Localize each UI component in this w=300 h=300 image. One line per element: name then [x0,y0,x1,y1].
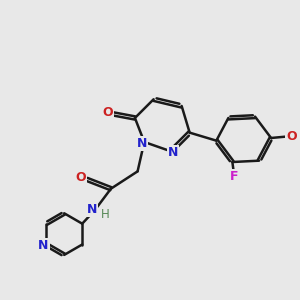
Text: N: N [38,239,49,252]
Text: F: F [230,170,238,183]
Text: O: O [286,130,297,143]
Text: O: O [76,171,86,184]
Text: O: O [102,106,113,119]
Text: N: N [137,137,147,150]
Text: N: N [168,146,178,159]
Text: H: H [101,208,110,220]
Text: N: N [86,203,97,216]
